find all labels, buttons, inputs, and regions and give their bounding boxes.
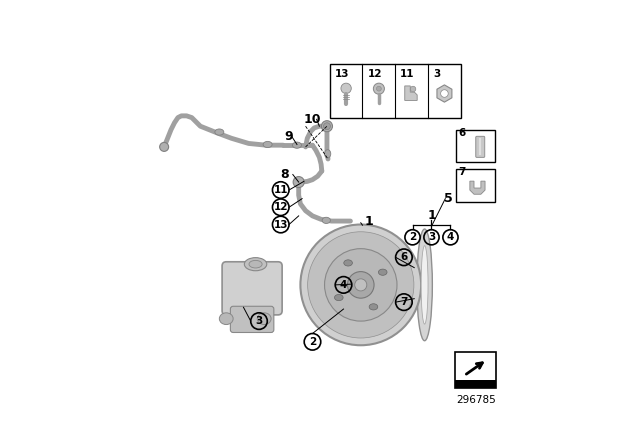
Circle shape xyxy=(293,177,304,188)
Ellipse shape xyxy=(421,246,428,324)
Circle shape xyxy=(440,90,448,97)
Ellipse shape xyxy=(369,304,378,310)
FancyBboxPatch shape xyxy=(222,262,282,315)
Ellipse shape xyxy=(417,229,433,341)
Circle shape xyxy=(376,86,381,91)
Text: 1: 1 xyxy=(427,209,436,222)
Ellipse shape xyxy=(378,269,387,276)
Circle shape xyxy=(308,232,414,338)
Text: 296785: 296785 xyxy=(456,395,495,405)
Circle shape xyxy=(355,279,367,291)
Polygon shape xyxy=(470,181,485,194)
Ellipse shape xyxy=(249,260,262,268)
Text: 3: 3 xyxy=(255,316,262,326)
Ellipse shape xyxy=(292,142,301,148)
Circle shape xyxy=(410,86,416,92)
Text: 9: 9 xyxy=(284,130,292,143)
Polygon shape xyxy=(404,86,417,100)
Ellipse shape xyxy=(324,150,331,158)
Circle shape xyxy=(324,249,397,321)
Text: 6: 6 xyxy=(400,252,408,262)
Text: 3: 3 xyxy=(433,69,440,79)
Bar xyxy=(330,64,461,117)
Text: 7: 7 xyxy=(458,167,466,177)
Ellipse shape xyxy=(344,260,353,266)
Text: 13: 13 xyxy=(273,220,288,229)
Circle shape xyxy=(321,121,333,132)
Polygon shape xyxy=(437,85,452,102)
Text: 12: 12 xyxy=(367,69,382,79)
Text: 7: 7 xyxy=(400,297,408,307)
Text: 2: 2 xyxy=(409,232,416,242)
Bar xyxy=(455,352,497,388)
Circle shape xyxy=(348,271,374,298)
Circle shape xyxy=(323,123,330,129)
Text: 1: 1 xyxy=(364,215,373,228)
Text: 4: 4 xyxy=(340,280,348,290)
Ellipse shape xyxy=(215,129,224,135)
Text: 2: 2 xyxy=(309,337,316,347)
Text: 12: 12 xyxy=(273,202,288,212)
Circle shape xyxy=(300,224,421,345)
Ellipse shape xyxy=(257,313,271,324)
Text: 3: 3 xyxy=(428,232,435,242)
Bar xyxy=(456,129,495,163)
Text: 4: 4 xyxy=(447,232,454,242)
FancyBboxPatch shape xyxy=(476,136,484,157)
Ellipse shape xyxy=(335,294,343,301)
Circle shape xyxy=(159,142,168,151)
Bar xyxy=(456,169,495,202)
Circle shape xyxy=(341,83,351,94)
Text: 8: 8 xyxy=(280,168,289,181)
Text: 10: 10 xyxy=(304,113,321,126)
Text: 11: 11 xyxy=(400,69,415,79)
FancyBboxPatch shape xyxy=(230,306,274,332)
Ellipse shape xyxy=(322,217,330,224)
Text: 6: 6 xyxy=(458,128,466,138)
Text: 11: 11 xyxy=(273,185,288,195)
Bar xyxy=(455,380,497,388)
Circle shape xyxy=(373,83,385,94)
Ellipse shape xyxy=(244,258,267,271)
Ellipse shape xyxy=(263,142,272,147)
Text: 13: 13 xyxy=(335,69,349,79)
Text: 5: 5 xyxy=(444,192,452,205)
Ellipse shape xyxy=(220,313,233,324)
